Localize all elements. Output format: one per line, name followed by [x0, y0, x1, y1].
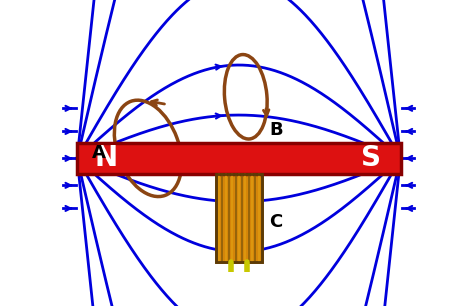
Bar	[216, 174, 262, 262]
Text: A: A	[92, 144, 106, 162]
Text: C: C	[270, 213, 283, 231]
Text: N: N	[95, 144, 118, 172]
Bar	[77, 143, 400, 174]
Text: B: B	[270, 121, 283, 139]
Text: S: S	[361, 144, 381, 172]
Bar	[216, 174, 262, 262]
